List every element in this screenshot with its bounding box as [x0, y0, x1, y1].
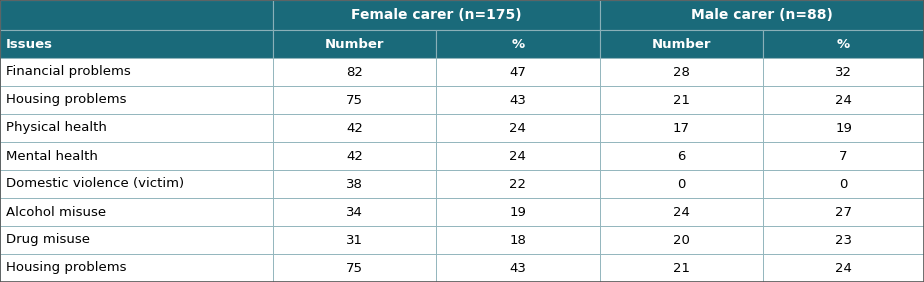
Text: 0: 0	[677, 177, 686, 191]
Bar	[436, 30, 600, 58]
Bar	[436, 86, 600, 114]
Bar	[0, 170, 273, 198]
Text: 19: 19	[509, 206, 527, 219]
Text: Alcohol misuse: Alcohol misuse	[6, 206, 106, 219]
Bar	[0, 30, 273, 58]
Bar	[763, 114, 924, 142]
Text: Physical health: Physical health	[6, 122, 107, 135]
Text: 47: 47	[509, 65, 527, 78]
Text: 24: 24	[509, 122, 527, 135]
Bar	[600, 226, 763, 254]
Text: Housing problems: Housing problems	[6, 94, 127, 107]
Text: %: %	[511, 38, 525, 50]
Text: 31: 31	[346, 233, 363, 246]
Bar	[763, 226, 924, 254]
Text: 42: 42	[346, 149, 363, 162]
Text: 7: 7	[839, 149, 848, 162]
Text: %: %	[837, 38, 850, 50]
Text: 24: 24	[673, 206, 690, 219]
Bar	[273, 254, 436, 282]
Text: Domestic violence (victim): Domestic violence (victim)	[6, 177, 184, 191]
Text: 18: 18	[509, 233, 527, 246]
Bar	[273, 142, 436, 170]
Bar	[763, 170, 924, 198]
Text: 20: 20	[673, 233, 690, 246]
Text: Housing problems: Housing problems	[6, 261, 127, 274]
Text: 24: 24	[835, 261, 852, 274]
Text: Mental health: Mental health	[6, 149, 98, 162]
Text: 43: 43	[509, 94, 527, 107]
Bar	[763, 254, 924, 282]
Text: 32: 32	[835, 65, 852, 78]
Bar	[763, 198, 924, 226]
Bar	[436, 226, 600, 254]
Bar	[600, 142, 763, 170]
Text: 28: 28	[673, 65, 690, 78]
Text: 21: 21	[673, 261, 690, 274]
Text: 17: 17	[673, 122, 690, 135]
Bar	[600, 30, 763, 58]
Bar	[600, 114, 763, 142]
Bar	[600, 0, 924, 30]
Text: Number: Number	[324, 38, 384, 50]
Text: 19: 19	[835, 122, 852, 135]
Text: 22: 22	[509, 177, 527, 191]
Bar	[436, 58, 600, 86]
Bar	[0, 0, 273, 30]
Bar	[273, 86, 436, 114]
Bar	[0, 226, 273, 254]
Bar	[0, 254, 273, 282]
Bar	[436, 198, 600, 226]
Bar	[436, 114, 600, 142]
Bar	[436, 170, 600, 198]
Text: 75: 75	[346, 94, 363, 107]
Bar	[600, 254, 763, 282]
Text: Male carer (n=88): Male carer (n=88)	[691, 8, 833, 22]
Text: 42: 42	[346, 122, 363, 135]
Text: Drug misuse: Drug misuse	[6, 233, 90, 246]
Bar	[600, 86, 763, 114]
Bar	[273, 198, 436, 226]
Text: 21: 21	[673, 94, 690, 107]
Bar	[436, 254, 600, 282]
Text: 34: 34	[346, 206, 363, 219]
Bar	[273, 114, 436, 142]
Bar	[763, 86, 924, 114]
Bar	[763, 30, 924, 58]
Bar	[0, 114, 273, 142]
Text: 38: 38	[346, 177, 363, 191]
Bar	[0, 58, 273, 86]
Bar	[600, 198, 763, 226]
Text: Number: Number	[651, 38, 711, 50]
Bar	[600, 58, 763, 86]
Text: 6: 6	[677, 149, 686, 162]
Text: Issues: Issues	[6, 38, 53, 50]
Text: 27: 27	[835, 206, 852, 219]
Bar	[0, 86, 273, 114]
Bar	[0, 142, 273, 170]
Bar	[600, 170, 763, 198]
Text: 24: 24	[509, 149, 527, 162]
Text: 43: 43	[509, 261, 527, 274]
Bar	[273, 0, 600, 30]
Bar	[763, 58, 924, 86]
Text: 75: 75	[346, 261, 363, 274]
Bar	[273, 58, 436, 86]
Text: Financial problems: Financial problems	[6, 65, 131, 78]
Text: 24: 24	[835, 94, 852, 107]
Bar	[273, 30, 436, 58]
Text: 23: 23	[835, 233, 852, 246]
Text: 82: 82	[346, 65, 363, 78]
Bar	[763, 142, 924, 170]
Bar	[0, 198, 273, 226]
Bar	[273, 170, 436, 198]
Text: 0: 0	[839, 177, 848, 191]
Bar	[273, 226, 436, 254]
Bar	[436, 142, 600, 170]
Text: Female carer (n=175): Female carer (n=175)	[351, 8, 521, 22]
